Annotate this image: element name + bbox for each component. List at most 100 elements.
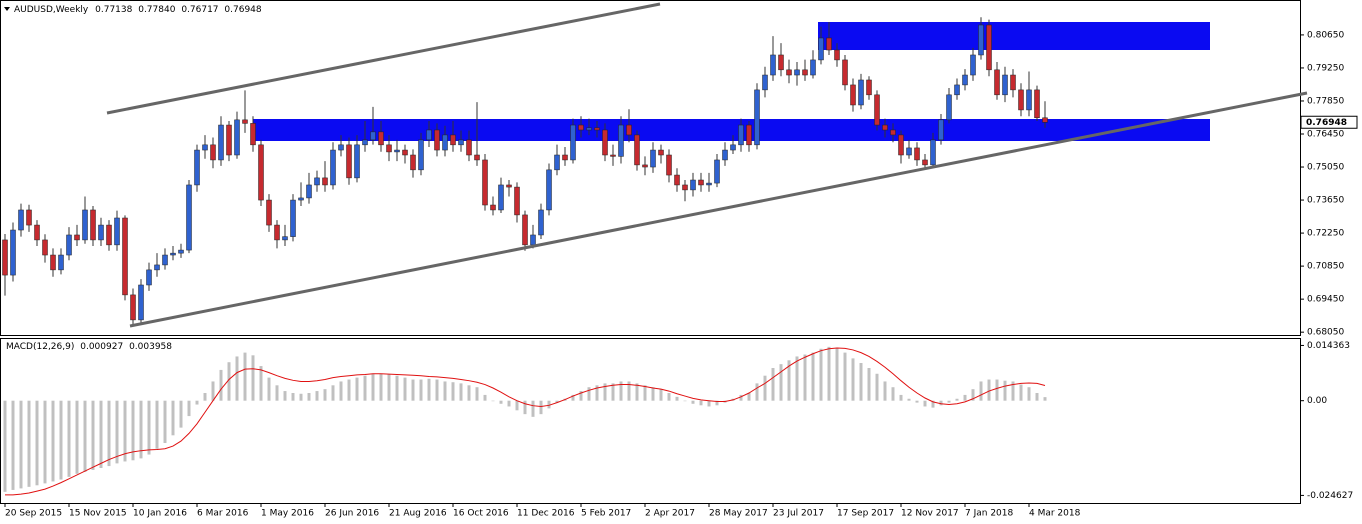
- macd-bar: [619, 381, 623, 401]
- macd-bar: [491, 400, 495, 402]
- x-tick-label: 28 May 2017: [709, 509, 768, 519]
- candle-body: [514, 186, 520, 216]
- macd-bar: [315, 391, 319, 401]
- macd-bar: [91, 400, 95, 470]
- candle-body: [378, 131, 384, 146]
- macd-bar: [907, 398, 911, 401]
- macd-bar: [339, 381, 343, 401]
- macd-bar: [419, 379, 423, 401]
- macd-bar: [475, 387, 479, 401]
- macd-bar: [171, 400, 175, 436]
- candle-body: [10, 229, 16, 276]
- candle-body: [114, 217, 120, 246]
- macd-bar: [523, 400, 527, 415]
- macd-bar: [155, 400, 159, 449]
- candle-body: [290, 199, 296, 237]
- candle-body: [50, 254, 56, 271]
- y-tick-label: 0.75050: [1307, 163, 1344, 173]
- candle-body: [122, 217, 128, 296]
- macd-value: 0.000927: [80, 342, 123, 352]
- candle-body: [962, 74, 968, 86]
- macd-bar: [163, 400, 167, 443]
- candle-body: [66, 234, 72, 256]
- candle-body: [666, 154, 672, 176]
- candle-body: [42, 239, 48, 256]
- macd-bar: [299, 393, 303, 401]
- x-tick-label: 5 Feb 2017: [581, 509, 631, 519]
- macd-bar: [867, 368, 871, 401]
- price-marker: [1300, 115, 1358, 129]
- candle-body: [434, 129, 440, 151]
- macd-bar: [219, 369, 223, 401]
- macd-bar: [107, 400, 111, 467]
- macd-bar: [347, 379, 351, 401]
- trend-lines: [106, 2, 1308, 328]
- candle-body: [578, 124, 584, 131]
- macd-bar: [443, 381, 447, 401]
- macd-bar: [371, 373, 375, 401]
- dropdown-icon[interactable]: [4, 7, 10, 11]
- candle-body: [954, 84, 960, 96]
- macd-bar: [803, 354, 807, 401]
- macd-bar: [451, 382, 455, 401]
- macd-bar: [1043, 397, 1047, 401]
- macd-bar: [1019, 384, 1023, 401]
- macd-bar: [811, 352, 815, 401]
- candle-body: [186, 184, 192, 251]
- candle-body: [402, 149, 408, 156]
- candle-body: [170, 252, 176, 256]
- candle-body: [610, 154, 616, 157]
- macd-bar: [675, 396, 679, 401]
- macd-bar: [859, 363, 863, 401]
- candle-body: [194, 149, 200, 186]
- macd-bar: [387, 374, 391, 401]
- low-value: 0.76717: [181, 5, 218, 15]
- macd-bar: [291, 393, 295, 401]
- x-tick-label: 20 Sep 2015: [5, 509, 62, 519]
- candle-body: [634, 134, 640, 166]
- candle-body: [90, 209, 96, 241]
- upper-channel-line: [106, 2, 661, 115]
- candle-body: [274, 224, 280, 241]
- candle-body: [1042, 117, 1048, 123]
- macd-bar: [1027, 387, 1031, 401]
- macd-bar: [635, 383, 639, 401]
- candle-body: [482, 159, 488, 206]
- candle-body: [306, 184, 312, 199]
- macd-bar: [891, 387, 895, 401]
- candle-body: [946, 94, 952, 121]
- candle-body: [498, 184, 504, 211]
- candle-body: [162, 254, 168, 266]
- candle-body: [506, 184, 512, 188]
- macd-bar: [467, 385, 471, 401]
- candle-body: [58, 254, 64, 271]
- macd-bar: [763, 375, 767, 401]
- candle-body: [1002, 74, 1008, 96]
- candle-body: [642, 164, 648, 168]
- macd-bar: [395, 375, 399, 401]
- x-tick-label: 26 Jun 2016: [325, 509, 379, 519]
- macd-bar: [579, 391, 583, 401]
- candle-body: [842, 59, 848, 86]
- candle-body: [146, 269, 152, 286]
- macd-bar: [411, 379, 415, 401]
- x-tick-label: 6 Mar 2016: [197, 509, 249, 519]
- macd-bar: [547, 400, 551, 409]
- candle-body: [618, 124, 624, 157]
- macd-bar: [747, 393, 751, 401]
- open-value: 0.77138: [95, 5, 132, 15]
- macd-bar: [251, 355, 255, 401]
- macd-bar: [595, 385, 599, 401]
- candle-body: [834, 49, 840, 61]
- candle-body: [554, 154, 560, 171]
- macd-bar: [323, 389, 327, 401]
- macd-bar: [211, 381, 215, 401]
- macd-bar: [739, 394, 743, 401]
- macd-bar: [915, 400, 919, 403]
- symbol: AUDUSD,Weekly: [14, 5, 89, 15]
- candle-body: [394, 149, 400, 153]
- macd-bar: [435, 379, 439, 401]
- candle-body: [354, 144, 360, 179]
